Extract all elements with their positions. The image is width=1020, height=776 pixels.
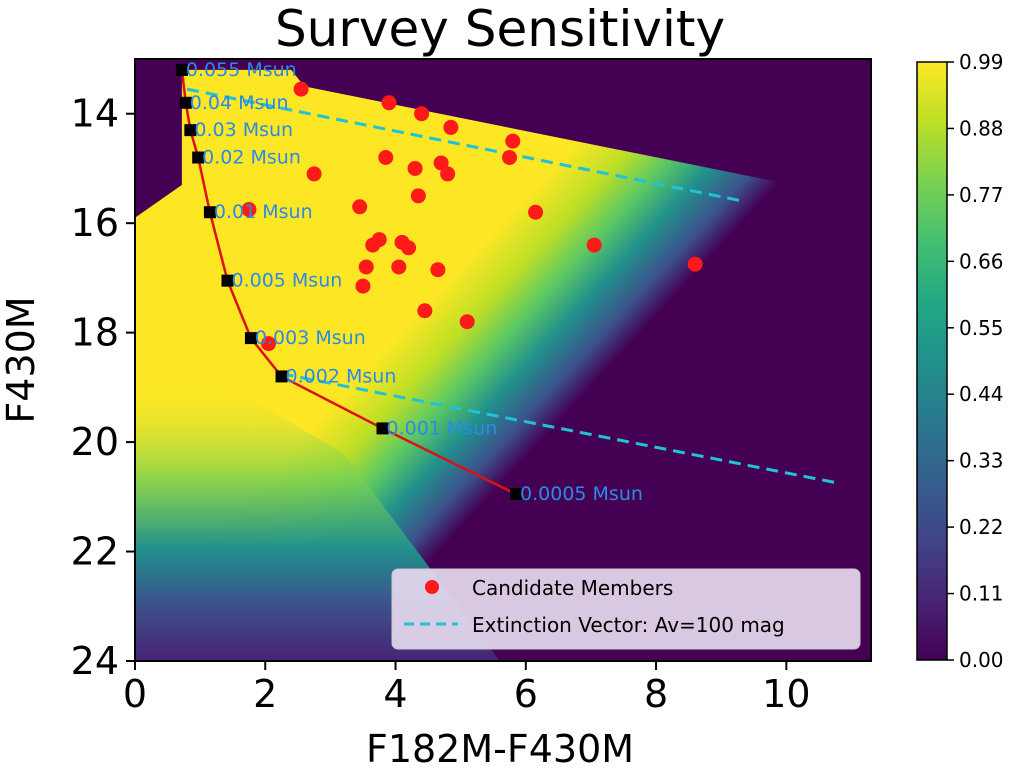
candidate-point-6 [378, 150, 394, 166]
mass-marker-4 [203, 206, 216, 219]
y-tick-label-5: 24 [71, 639, 119, 683]
x-tick-label-1: 2 [253, 672, 277, 716]
colorbar-tick-label-1: 0.88 [959, 116, 1004, 140]
candidate-point-20 [687, 256, 703, 272]
isochrone-line [180, 69, 517, 496]
legend-extinction-label: Extinction Vector: Av=100 mag [472, 613, 785, 637]
mass-label-0: 0.055 Msun [186, 59, 297, 81]
mass-label-4: 0.01 Msun [214, 201, 313, 223]
mass-marker-7 [275, 370, 288, 383]
mass-label-8: 0.001 Msun [387, 417, 498, 439]
candidate-point-25 [417, 303, 433, 319]
colorbar-tick-label-6: 0.33 [959, 449, 1004, 473]
mass-label-5: 0.005 Msun [231, 270, 342, 292]
candidate-point-24 [355, 278, 371, 294]
x-axis-label: F182M-F430M [366, 727, 634, 771]
y-tick-label-0: 14 [71, 92, 119, 136]
candidate-point-22 [391, 259, 407, 275]
mass-marker-8 [376, 422, 389, 435]
colorbar-tick-label-9: 0.00 [959, 648, 1004, 672]
candidate-point-12 [352, 199, 368, 215]
mass-label-7: 0.002 Msun [286, 365, 397, 387]
y-axis-label: F430M [0, 296, 43, 423]
colorbar-tick-label-3: 0.66 [959, 249, 1004, 273]
colorbar-tick-label-8: 0.11 [959, 582, 1004, 606]
mass-marker-9 [510, 488, 523, 501]
mass-marker-3 [192, 151, 205, 164]
mass-label-9: 0.0005 Msun [520, 483, 643, 505]
mass-marker-5 [221, 274, 234, 287]
mass-label-6: 0.003 Msun [255, 327, 366, 349]
mass-marker-2 [184, 124, 197, 137]
candidate-point-9 [440, 166, 456, 182]
candidate-point-13 [241, 202, 257, 217]
chart-title: Survey Sensitivity [275, 0, 725, 58]
y-tick-label-4: 22 [71, 530, 119, 574]
colorbar-gradient [916, 61, 948, 661]
y-tick-label-2: 18 [71, 311, 119, 355]
legend-candidate-marker [425, 580, 439, 594]
mass-marker-6 [244, 332, 257, 345]
candidate-point-8 [433, 155, 449, 171]
x-tick-label-2: 4 [383, 672, 407, 716]
candidate-point-21 [358, 259, 374, 275]
x-tick-label-5: 10 [762, 672, 810, 716]
legend-candidate-label: Candidate Members [472, 576, 673, 600]
candidate-point-11 [410, 188, 426, 204]
isochrone-track [175, 63, 523, 501]
mass-label-3: 0.02 Msun [202, 147, 301, 169]
legend: Candidate Members Extinction Vector: Av=… [391, 568, 861, 650]
candidate-point-19 [586, 237, 602, 253]
plot-frame [134, 58, 872, 662]
candidate-point-0 [293, 81, 309, 97]
candidate-point-18 [401, 240, 417, 256]
mass-label-1: 0.04 Msun [190, 92, 289, 114]
x-tick-label-4: 8 [644, 672, 668, 716]
candidate-point-7 [407, 160, 423, 176]
colorbar: 0.99 0.88 0.77 0.66 0.55 0.44 0.33 0.22 0.11 0.00 [916, 50, 1004, 672]
candidate-points [241, 81, 703, 352]
colorbar-tick-label-7: 0.22 [959, 515, 1004, 539]
mass-label-2: 0.03 Msun [194, 119, 293, 141]
x-tick-label-0: 0 [123, 672, 147, 716]
colorbar-ticks: 0.99 0.88 0.77 0.66 0.55 0.44 0.33 0.22 0.11 0.00 [947, 50, 1004, 672]
candidate-point-26 [459, 314, 475, 330]
x-axis-ticks: 0 2 4 6 8 10 [123, 661, 811, 716]
candidate-point-16 [365, 237, 381, 253]
y-tick-label-3: 20 [71, 420, 119, 464]
colorbar-tick-label-0: 0.99 [959, 50, 1004, 74]
candidate-point-5 [502, 150, 518, 166]
colorbar-tick-label-5: 0.44 [959, 382, 1004, 406]
candidate-point-27 [261, 336, 277, 352]
candidate-point-4 [505, 133, 521, 149]
y-axis-ticks: 14 16 18 20 22 24 [71, 92, 135, 683]
colorbar-tick-label-4: 0.55 [959, 316, 1004, 340]
x-tick-label-3: 6 [514, 672, 538, 716]
candidate-point-23 [430, 262, 446, 278]
candidate-point-14 [528, 204, 544, 220]
candidate-point-2 [414, 106, 430, 122]
colorbar-tick-label-2: 0.77 [959, 183, 1004, 207]
mass-marker-1 [179, 96, 192, 109]
legend-box [391, 568, 861, 650]
candidate-point-3 [443, 119, 459, 135]
mass-labels: 0.055 Msun 0.04 Msun 0.03 Msun 0.02 Msun 0.0… [186, 59, 643, 505]
candidate-point-10 [306, 166, 322, 182]
mass-marker-0 [175, 63, 188, 76]
candidate-point-1 [381, 95, 397, 111]
y-tick-label-1: 16 [71, 201, 119, 245]
